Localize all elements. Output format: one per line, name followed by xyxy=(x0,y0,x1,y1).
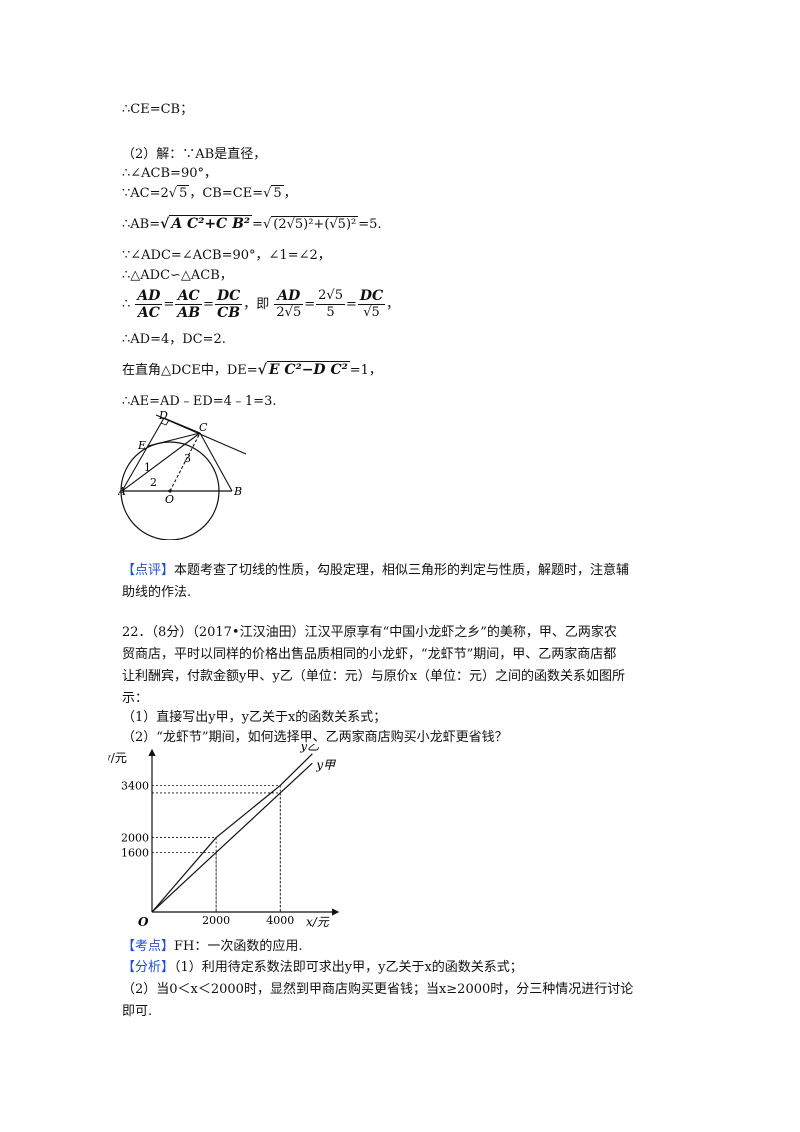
comment-line: 助线的作法. xyxy=(122,585,192,600)
line-ad xyxy=(121,417,165,492)
y-tick-label: 1600 xyxy=(121,846,149,859)
comment-line: 【点评】本题考查了切线的性质，勾股定理，相似三角形的判定与性质，解题时，注意辅 xyxy=(122,561,629,581)
fraction: DC CB xyxy=(214,288,243,321)
fraction: AD AC xyxy=(135,288,163,321)
series-labels: y乙 y甲 xyxy=(299,744,336,772)
y-tick-label: 2000 xyxy=(121,832,149,845)
kaodian-tag: 【考点】 xyxy=(122,939,175,954)
guide-lines xyxy=(152,785,281,912)
right-angle-mark xyxy=(160,419,170,426)
label-d: D xyxy=(158,409,168,422)
problem-line: 22．（8分）（2017•江汉油田）江汉平原享有“中国小龙虾之乡”的美称，甲、乙… xyxy=(122,625,617,640)
solution-line: ∴∠ACB=90°， xyxy=(122,166,217,181)
fenxi-text: （1）利用待定系数法即可求出y甲，y乙关于x的函数关系式； xyxy=(174,960,523,975)
fenxi-line: 【分析】（1）利用待定系数法即可求出y甲，y乙关于x的函数关系式； xyxy=(122,958,523,978)
fraction: 2√5 5 xyxy=(316,288,345,320)
origin-label: O xyxy=(138,915,149,929)
solution-line: ∴CE=CB； xyxy=(122,102,194,117)
series-lines xyxy=(151,753,313,913)
analysis-line: 即可. xyxy=(122,1004,153,1019)
solution-line: ∴AE=AD﹣ED=4﹣1=3. xyxy=(122,394,277,409)
solution-line: ∴AB=√ A C²+C B² =√ (2√5)²+(√5)² =5. xyxy=(122,214,382,235)
fenxi-tag: 【分析】 xyxy=(122,960,175,975)
solution-line-fractions: ∴ AD AC = AC AB = DC CB ，即 AD 2√5 = 2√5 5 = DC √5， xyxy=(122,288,400,321)
text: ，即 xyxy=(243,297,270,312)
label-b: B xyxy=(233,485,242,498)
sqrt: √ E C²−D C² xyxy=(257,361,350,378)
label-o: O xyxy=(165,493,174,506)
sqrt: √ (2√5)²+(√5)² xyxy=(262,216,359,232)
fraction: AD 2√5 xyxy=(274,288,304,320)
sqrt: √ 5 xyxy=(263,185,284,201)
text: ，CB=CE= xyxy=(189,186,264,201)
label-c: C xyxy=(199,421,208,434)
text: =1， xyxy=(349,363,382,378)
comment-text: 本题考查了切线的性质，勾股定理，相似三角形的判定与性质，解题时，注意辅 xyxy=(174,563,630,578)
line-oc-dashed xyxy=(169,432,201,492)
label-e: E xyxy=(137,439,146,452)
fraction: DC √5 xyxy=(357,288,386,320)
problem-line: 贸商店，平时以同样的价格出售品质相同的小龙虾，“龙虾节”期间，甲、乙两家商店都 xyxy=(122,647,617,662)
text: =5. xyxy=(358,217,382,232)
text: ∴AB= xyxy=(122,217,161,232)
solution-line: ∴AD=4，DC=2. xyxy=(122,332,226,347)
question-2: （2）“龙虾节”期间，如何选择甲、乙两家商店购买小龙虾更省钱？ xyxy=(122,730,508,745)
label-angle-3: 3 xyxy=(184,452,191,465)
line-ec xyxy=(147,432,201,447)
line-cb xyxy=(199,432,233,492)
comment-tag: 【点评】 xyxy=(122,563,175,578)
problem-line: 示： xyxy=(122,691,149,706)
question-1: （1）直接写出y甲，y乙关于x的函数关系式； xyxy=(122,710,387,725)
series-label-1: y甲 xyxy=(315,758,336,772)
label-angle-1: 1 xyxy=(144,461,151,474)
analysis-line: （2）当0＜x＜2000时，显然到甲商店购买更省钱；当x≥2000时，分三种情况… xyxy=(122,982,634,997)
series-line-1 xyxy=(151,762,313,913)
text: ∴ xyxy=(122,297,131,312)
sqrt: √ A C²+C B² xyxy=(160,215,253,232)
circle-geometry-figure: D E C A B O 1 2 3 xyxy=(118,409,247,540)
problem-line: 让利酬宾，付款金额y甲、y乙（单位：元）与原价x（单位：元）之间的函数关系如图所 xyxy=(122,669,626,684)
text: ∵AC=2 xyxy=(122,186,169,201)
solution-line: ∵∠ADC=∠ACB=90°，∠1=∠2， xyxy=(122,248,331,263)
solution-line: 在直角△DCE中，DE=√ E C²−D C² =1， xyxy=(122,360,382,381)
text: ， xyxy=(283,186,297,201)
text: ， xyxy=(386,297,400,312)
line-dc xyxy=(163,417,201,434)
y-tick-label: 3400 xyxy=(121,779,149,792)
kaodian-line: 【考点】FH：一次函数的应用. xyxy=(122,937,303,957)
label-a: A xyxy=(118,485,126,498)
solution-line: （2）解：∵AB是直径， xyxy=(122,147,267,162)
text: 在直角△DCE中，DE= xyxy=(122,363,258,378)
fraction: AC AB xyxy=(175,288,203,321)
center-point xyxy=(168,489,172,493)
line-ac xyxy=(121,432,201,492)
y-axis-label: y/元 xyxy=(108,751,127,765)
solution-line: ∵AC=2√ 5 ，CB=CE=√ 5， xyxy=(122,184,297,204)
kaodian-text: FH：一次函数的应用. xyxy=(174,939,303,954)
sqrt: √ 5 xyxy=(168,185,190,201)
series-line-0 xyxy=(151,753,313,913)
series-label-0: y乙 xyxy=(299,744,319,753)
x-tick-label: 2000 xyxy=(202,914,230,927)
solution-line: ∴△ADC∽△ACB， xyxy=(122,268,233,283)
x-tick-label: 4000 xyxy=(266,914,294,927)
text: = xyxy=(252,217,263,232)
x-axis-label: x/元 xyxy=(306,915,330,929)
label-angle-2: 2 xyxy=(150,476,157,489)
